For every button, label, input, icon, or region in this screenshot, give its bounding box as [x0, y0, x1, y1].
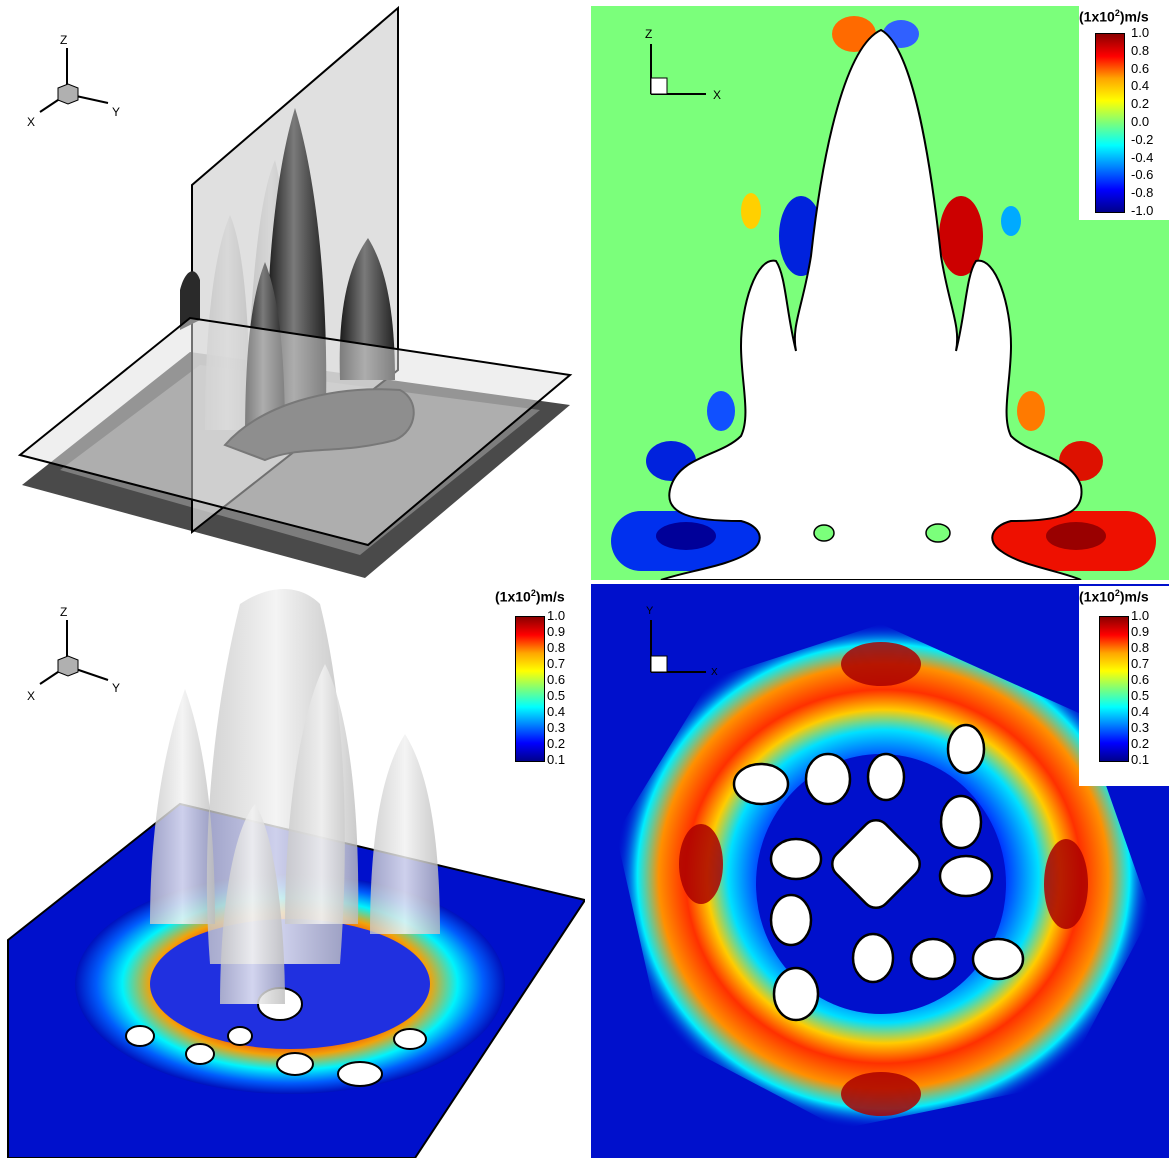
body-cross-section — [660, 28, 1083, 580]
panel-3d-isosurface: Z Y X — [0, 0, 585, 584]
colorbar-tick-label: 0.3 — [547, 720, 566, 735]
axis-x-label: X — [27, 115, 35, 129]
axis-triad-3d: Z Y X — [27, 605, 120, 703]
colorbar-tick-label: 0.8 — [1131, 42, 1150, 58]
colorbar-gradient — [1099, 616, 1129, 762]
colorbar-tick-label: 0.7 — [1131, 656, 1150, 671]
colorbar-speed-3d: (1x102)m/s 1.0 0.9 0.8 0.7 0.6 0.5 0.4 0.3 0.2 0.… — [495, 586, 585, 786]
colorbar-tick-label: 0.0 — [1131, 114, 1150, 129]
colorbar-unit: )m/s — [1119, 588, 1149, 605]
colorbar-tick-label: 0.4 — [1131, 78, 1150, 94]
colorbar-tick-label: 1.0 — [547, 608, 566, 623]
colorbar-tick-label: 0.9 — [1131, 624, 1150, 639]
colorbar-tick-label: -1.0 — [1131, 203, 1154, 218]
colorbar-gradient — [1095, 33, 1125, 213]
colorbar-tick-label: -0.6 — [1131, 167, 1154, 183]
colorbar-exponent: 2 — [1114, 588, 1120, 598]
axis-triad: Z Y X — [27, 33, 120, 129]
colorbar-tick-label: 0.2 — [547, 736, 566, 751]
colorbar-tick-label: 1.0 — [1131, 608, 1150, 623]
colorbar-tick-label: 0.6 — [1131, 60, 1150, 76]
xz-contour-plot: Z X — [591, 6, 1169, 580]
colorbar-tick-label: 0.9 — [547, 624, 566, 639]
colorbar-tick-label: 0.5 — [547, 688, 566, 703]
colorbar-tick-label: 0.6 — [1131, 672, 1150, 687]
axis-x-label: X — [27, 689, 35, 703]
colorbar-tick-label: 0.2 — [1131, 96, 1150, 112]
axis-y-label: Y — [112, 681, 120, 695]
panel-3d-speed: Z Y X (1x102)m/s 1.0 0.9 0.8 0.7 0.6 0.5 0.4 0.… — [0, 584, 585, 1158]
colorbar-tick-label: 0.7 — [547, 656, 566, 671]
axis-x-label: X — [711, 667, 718, 678]
axis-y-label: Y — [112, 105, 120, 119]
axis-z-label: Z — [60, 605, 67, 619]
colorbar-gradient — [515, 616, 545, 762]
colorbar-tick-label: -0.8 — [1131, 185, 1154, 201]
colorbar-tick-label: 0.5 — [1131, 688, 1150, 703]
colorbar-pressure: (1x102)m/s 1.0 0.8 0.6 0.4 0.2 0.0 -0.2 -0.4 -0.… — [1079, 6, 1169, 220]
speed-3d-view: Z Y X — [7, 589, 585, 1158]
colorbar-speed-xy: (1x102)m/s 1.0 0.9 0.8 0.7 0.6 0.5 0.4 0.3 0.2 0.… — [1079, 586, 1169, 786]
colorbar-title: (1x10 — [495, 588, 531, 605]
axis-triad-xy: Y X — [646, 605, 718, 678]
colorbar-unit: )m/s — [1119, 8, 1149, 25]
colorbar-unit: )m/s — [535, 588, 565, 605]
panel-xz-slice: Z X (1x102)m/s 1.0 0.8 0.6 0.4 0.2 0.0 -0.2 -0.… — [591, 6, 1169, 580]
colorbar-exponent: 2 — [1114, 8, 1120, 18]
colorbar-exponent: 2 — [530, 588, 536, 598]
colorbar-tick-label: 1.0 — [1131, 25, 1150, 40]
axis-y-label: Y — [646, 605, 654, 617]
xy-speed-plot: Y X — [591, 584, 1169, 1158]
isosurface-view: Z Y X — [17, 5, 573, 578]
axis-triad-xz: Z X — [645, 27, 721, 102]
colorbar-tick-label: 0.1 — [1131, 752, 1150, 767]
colorbar-tick-label: 0.8 — [547, 640, 566, 655]
colorbar-tick-label: -0.2 — [1131, 131, 1154, 147]
colorbar-tick-label: 0.2 — [1131, 736, 1150, 751]
colorbar-title: (1x10 — [1079, 588, 1115, 605]
colorbar-tick-label: -0.4 — [1131, 149, 1154, 165]
colorbar-tick-label: 0.8 — [1131, 640, 1150, 655]
colorbar-title: (1x10 — [1079, 8, 1115, 25]
axis-z-label: Z — [60, 33, 67, 47]
colorbar-tick-label: 0.4 — [547, 704, 566, 719]
axis-x-label: X — [713, 88, 721, 102]
colorbar-tick-label: 0.6 — [547, 672, 566, 687]
axis-z-label: Z — [645, 27, 652, 41]
horizontal-plane — [17, 316, 573, 547]
colorbar-tick-label: 0.4 — [1131, 704, 1150, 719]
colorbar-tick-label: 0.3 — [1131, 720, 1150, 735]
colorbar-tick-label: 0.1 — [547, 752, 566, 767]
panel-xy-slice: Y X (1x102)m/s 1.0 0.9 0.8 0.7 0.6 0.5 0.4 0.3 0… — [591, 584, 1169, 1158]
